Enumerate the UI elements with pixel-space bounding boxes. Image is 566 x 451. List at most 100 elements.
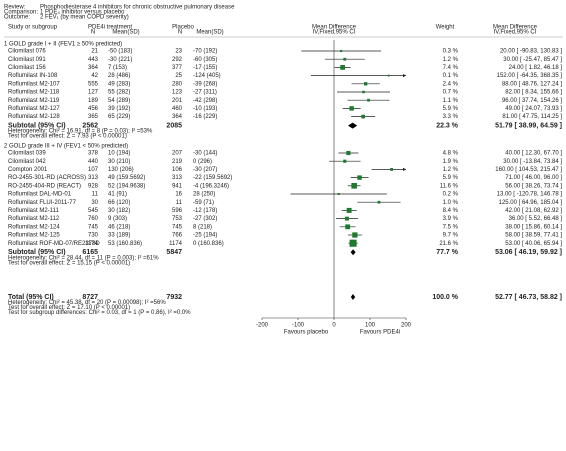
mean-treatment: 9 (303) — [108, 216, 127, 222]
effect-square — [340, 65, 346, 70]
n-treatment: 6165 — [82, 249, 98, 256]
weight: 7.4 % — [443, 65, 459, 71]
mean-placebo: -59 (71) — [193, 200, 214, 206]
mean-treatment: 55 (282) — [108, 90, 130, 96]
mean-placebo: -17 (155) — [193, 65, 217, 71]
mean-treatment: 53 (160.836) — [108, 241, 142, 247]
overall-effect: Test for overall effect: Z = 7.93 (P < 0… — [8, 134, 127, 140]
header-label: Review: — [4, 5, 26, 11]
heterogeneity: Heterogeneity: Chi² = 16.91, df = 8 (P =… — [8, 129, 153, 135]
effect-ci: 42.00 [ 21.08, 62.92 ] — [505, 208, 562, 214]
n-treatment: 745 — [88, 224, 99, 230]
n-placebo: 219 — [172, 159, 183, 165]
weight: 21.6 % — [439, 241, 458, 247]
weight: 2.4 % — [443, 81, 459, 87]
weight: 8.4 % — [443, 208, 459, 214]
n-placebo: 753 — [172, 216, 183, 222]
n-treatment: 555 — [88, 81, 99, 87]
effect-ci: 30.00 [ -13.84, 73.84 ] — [503, 159, 562, 165]
effect-ci: 82.00 [ 8.34, 155.66 ] — [505, 90, 562, 96]
summary-label: Total (95% CI) — [8, 294, 54, 301]
header-text: 1 PDE₄ inhibitor versus placebo — [40, 10, 125, 16]
mean-treatment: -50 (183) — [108, 49, 132, 55]
mean-placebo: -42 (298) — [193, 98, 217, 104]
study-name: RO-2455-404-RD (REACT) — [8, 183, 81, 189]
study-name: Cilomilast 039 — [8, 151, 46, 157]
effect-square — [349, 239, 357, 247]
effect-ci: 24.00 [ 1.82, 46.18 ] — [509, 65, 563, 71]
effect-ci: 30.00 [ -25.47, 85.47 ] — [503, 57, 562, 63]
effect-ci: 13.00 [ -120.78, 146.78 ] — [497, 192, 563, 198]
col-header: Mean(SD) — [112, 30, 139, 36]
effect-ci: 96.00 [ 37.74, 154.26 ] — [502, 98, 562, 104]
weight: 1.1 % — [443, 98, 459, 104]
n-placebo: 745 — [172, 224, 183, 230]
n-placebo: 596 — [172, 208, 183, 214]
effect-square — [390, 167, 394, 171]
mean-treatment: 130 (206) — [108, 167, 134, 173]
weight: 3.3 % — [443, 114, 459, 120]
mean-treatment: 39 (192) — [108, 106, 130, 112]
weight: 1.0 % — [443, 200, 459, 206]
n-placebo: 123 — [172, 90, 183, 96]
study-name: Cilomilast 042 — [8, 159, 46, 165]
axis-label-right: Favours PDE4i — [360, 330, 400, 336]
x-tick-label: 100 — [365, 323, 376, 329]
mean-placebo: -16 (229) — [193, 114, 217, 120]
effect-square — [346, 150, 351, 156]
effect-ci: 36.00 [ 5.52, 66.48 ] — [509, 216, 563, 222]
col-header: Study or subgroup — [8, 25, 58, 31]
weight: 1.2 % — [443, 57, 459, 63]
weight: 3.9 % — [443, 216, 459, 222]
n-treatment: 21 — [91, 49, 98, 55]
effect-ci: 152.00 [ -64.35, 368.35 ] — [497, 73, 563, 79]
study-name: Roflumilast M2-127 — [8, 106, 60, 112]
n-treatment: 313 — [88, 175, 99, 181]
mean-treatment: 41 (91) — [108, 192, 127, 198]
summary-diamond — [348, 122, 358, 129]
col-header: N — [91, 30, 95, 36]
effect-square — [364, 82, 368, 86]
weight: 4.8 % — [443, 151, 459, 157]
effect-ci: 20.00 [ -90.83, 130.83 ] — [500, 49, 562, 55]
effect-ci: 88.00 [ 48.76, 127.24 ] — [502, 81, 562, 87]
summary-diamond — [350, 294, 356, 300]
n-treatment: 189 — [88, 98, 99, 104]
n-treatment: 11 — [92, 192, 99, 198]
study-name: Roflumilast M2-112 — [8, 216, 60, 222]
study-name: Cilomilast 091 — [8, 57, 46, 63]
x-tick-label: -100 — [292, 323, 305, 329]
n-placebo: 7932 — [166, 294, 182, 301]
effect-ci: 51.79 [ 38.99, 64.59 ] — [495, 122, 562, 129]
col-header: PDE4i treatment — [88, 25, 132, 31]
effect-square — [343, 57, 347, 61]
n-placebo: 5847 — [166, 249, 182, 256]
n-placebo: 364 — [172, 114, 183, 120]
effect-ci: 52.77 [ 46.73, 58.82 ] — [495, 294, 562, 301]
effect-square — [367, 98, 370, 102]
mean-treatment: 54 (289) — [108, 98, 130, 104]
x-tick-label: 200 — [401, 323, 412, 329]
study-name: Roflumilast M2-128 — [8, 114, 60, 120]
subgroup-differences: Test for subgroup differences: Chi² = 0.… — [8, 310, 191, 316]
effect-square — [349, 106, 354, 111]
mean-treatment: -30 (221) — [108, 57, 132, 63]
effect-square — [352, 232, 358, 238]
n-treatment: 42 — [91, 73, 98, 79]
n-treatment: 440 — [88, 159, 99, 165]
n-placebo: 292 — [172, 57, 183, 63]
effect-square — [345, 216, 349, 221]
effect-square — [340, 49, 343, 53]
study-name: Roflumilast ROF-MD-07/RE2378D — [8, 241, 100, 247]
col-header: Weight — [436, 25, 455, 31]
mean-treatment: 49 (159.5692) — [108, 175, 145, 181]
n-placebo: 766 — [172, 233, 183, 239]
n-treatment: 456 — [88, 106, 99, 112]
mean-treatment: 65 (229) — [108, 114, 130, 120]
weight: 77.7 % — [436, 249, 459, 256]
weight: 0.1 % — [443, 73, 459, 79]
mean-placebo: -12 (178) — [193, 208, 217, 214]
mean-treatment: 10 (194) — [108, 151, 130, 157]
